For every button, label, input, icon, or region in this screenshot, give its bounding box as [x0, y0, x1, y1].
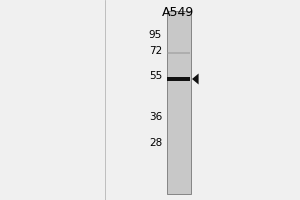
Text: 95: 95 [149, 30, 162, 40]
Text: 72: 72 [149, 46, 162, 56]
Bar [167, 52, 190, 54]
Text: A549: A549 [162, 6, 195, 19]
Polygon shape [192, 74, 199, 84]
Bar [167, 77, 190, 81]
Text: 55: 55 [149, 71, 162, 81]
Text: 28: 28 [149, 138, 162, 148]
Bar [167, 11, 168, 194]
Text: 36: 36 [149, 112, 162, 122]
Bar [167, 11, 191, 194]
